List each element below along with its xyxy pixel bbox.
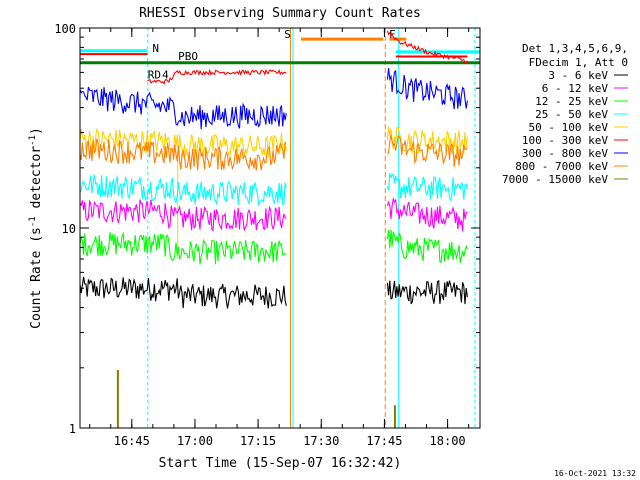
series-line-7-seg-2 [386,68,468,110]
legend-title-line-1: Det 1,3,4,5,6,9, [522,42,628,55]
series-line-8-seg-2 [386,134,468,168]
series-line-4-seg-1 [79,174,287,207]
legend-label-3: 12 - 25 keV [535,95,608,108]
flag-label-pbo: PBO [178,50,198,63]
legend-label-8: 800 - 7000 keV [515,160,608,173]
x-tick-label-5: 17:45 [366,434,402,448]
legend-label-6: 100 - 300 keV [522,134,608,147]
series-layer [79,30,468,428]
y-tick-label-1: 1 [69,422,76,436]
x-axis-label: Start Time (15-Sep-07 16:32:42) [159,456,402,471]
y-axis-label-sup2: -1 [28,135,38,146]
chart-title: RHESSI Observing Summary Count Rates [139,6,421,21]
series-line-2-seg-1 [79,199,287,232]
legend: Det 1,3,4,5,6,9, FDecim 1, Att 0 3 - 6 k… [502,42,628,186]
legend-label-9: 7000 - 15000 keV [502,173,608,186]
series-line-6-seg-2 [386,30,468,64]
flag-label-rd: RD [148,68,161,81]
legend-label-5: 50 - 100 keV [529,121,609,134]
y-axis-label-end: ) [29,127,44,135]
series-line-1-seg-2 [386,279,468,305]
y-axis-label-mid: detector [29,146,44,217]
legend-title-line-2: FDecim 1, Att 0 [529,56,628,69]
series-line-8-seg-1 [79,138,287,171]
series-line-5-seg-1 [79,128,287,159]
series-line-2-seg-2 [386,196,468,232]
footer-date: 16-Oct-2021 13:32 [554,469,636,478]
x-tick-label-6: 18:00 [430,434,466,448]
y-tick-label-2: 10 [62,222,76,236]
y-axis-label: Count Rate (s-1 detector-1) [28,127,44,329]
x-tick-label-4: 17:30 [303,434,339,448]
y-tick-label-3: 100 [54,22,76,36]
flag-label-n: N [152,42,159,55]
x-tick-label-3: 17:15 [240,434,276,448]
legend-label-2: 6 - 12 keV [542,82,609,95]
legend-label-7: 300 - 800 keV [522,147,608,160]
legend-label-1: 3 - 6 keV [548,69,608,82]
flag-label-s: S [284,28,291,41]
axis-ticks: 16:45 17:00 17:15 17:30 17:45 18:00 1 10 100 [54,22,480,448]
x-tick-label-1: 16:45 [114,434,150,448]
series-line-4-seg-2 [386,172,468,202]
x-tick-label-2: 17:00 [177,434,213,448]
y-axis-label-main: Count Rate (s [29,227,44,329]
series-line-3-seg-2 [386,229,468,263]
series-line-6-seg-1 [147,68,287,85]
y-axis-label-sup1: -1 [28,216,38,227]
legend-label-4: 25 - 50 keV [535,108,608,121]
series-line-3-seg-1 [79,231,287,265]
series-line-1-seg-1 [79,276,287,309]
series-line-7-seg-1 [79,86,287,130]
flag-label-rd-value: 4 [162,68,169,81]
